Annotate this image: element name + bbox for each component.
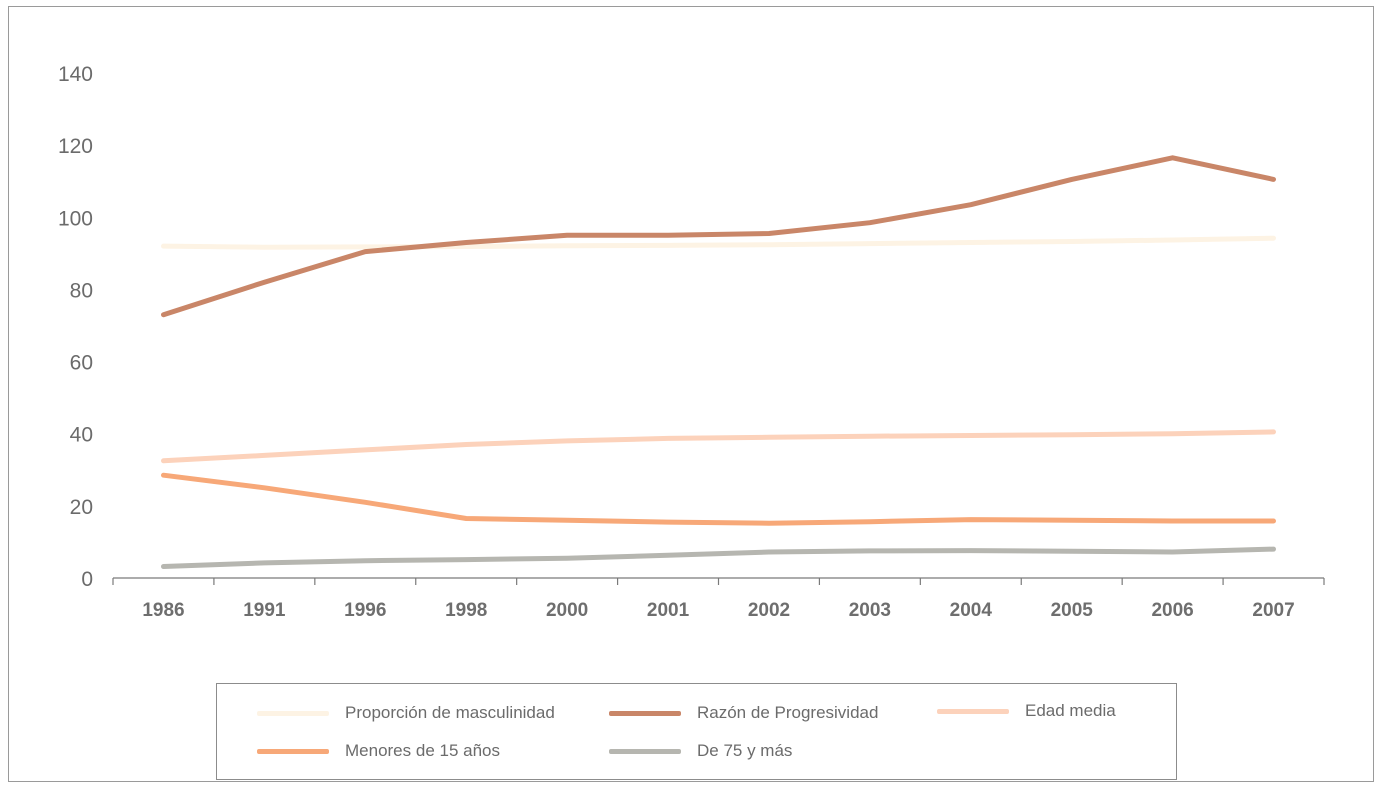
legend-swatch (609, 748, 681, 754)
y-tick-label: 60 (70, 352, 93, 375)
series-line-1 (161, 155, 1276, 318)
legend-label: Menores de 15 años (345, 741, 500, 760)
legend-label: Edad media (1025, 701, 1116, 720)
y-axis-ticks: 0 20 40 60 80 100 120 140 (58, 63, 93, 591)
x-tick-label: 1991 (243, 600, 286, 621)
y-tick-label: 20 (70, 496, 93, 519)
legend-item-de-75-y-mas: De 75 y más (609, 739, 792, 763)
x-axis: 1986 1991 1996 1998 2000 2001 2002 2003 2004 2005… (112, 577, 1325, 621)
legend-item-edad-media: Edad media (937, 699, 1116, 723)
legend-swatch (257, 748, 329, 754)
x-tick-label: 2005 (1051, 600, 1094, 621)
legend-swatch (937, 708, 1009, 714)
series-line-2 (161, 429, 1276, 464)
x-tick-label: 2000 (546, 600, 588, 621)
line-chart: 0 20 40 60 80 100 120 140 1986 1991 1996 1998 2000 2… (58, 63, 1325, 621)
x-tick-label: 2007 (1252, 600, 1294, 621)
series-line-4 (161, 546, 1276, 569)
legend-item-proporcion-masculinidad: Proporción de masculinidad (257, 701, 555, 725)
x-tick-label: 1986 (142, 600, 184, 621)
y-tick-label: 80 (70, 279, 93, 302)
x-tick-label: 2006 (1151, 600, 1193, 621)
series-line-0 (161, 235, 1276, 250)
legend-label: Razón de Progresividad (697, 703, 879, 722)
series-line-3 (161, 472, 1276, 526)
legend-label: Proporción de masculinidad (345, 703, 555, 722)
legend-swatch (257, 710, 329, 716)
x-tick-label: 1998 (445, 600, 487, 621)
chart-frame: 0 20 40 60 80 100 120 140 1986 1991 1996 1998 2000 2… (8, 6, 1374, 782)
x-tick-label: 2004 (950, 600, 993, 621)
y-tick-label: 140 (58, 63, 93, 86)
legend-swatch (609, 710, 681, 716)
x-tick-label: 2002 (748, 600, 790, 621)
legend-item-razon-progresividad: Razón de Progresividad (609, 701, 878, 725)
legend: Proporción de masculinidad Razón de Prog… (216, 683, 1177, 780)
x-tick-label: 2001 (647, 600, 690, 621)
legend-item-menores-15: Menores de 15 años (257, 739, 500, 763)
series-lines (161, 155, 1276, 569)
x-tick-label: 1996 (344, 600, 386, 621)
x-tick-label: 2003 (849, 600, 891, 621)
y-tick-label: 40 (70, 424, 93, 447)
legend-label: De 75 y más (697, 741, 793, 760)
y-tick-label: 120 (58, 135, 93, 158)
y-tick-label: 0 (81, 568, 93, 591)
y-tick-label: 100 (58, 207, 93, 230)
